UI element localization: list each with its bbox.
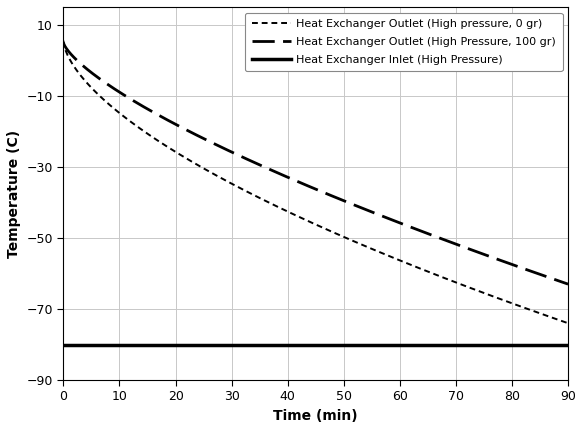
Heat Exchanger Outlet (High Pressure, 100 gr) — [111, 86, 118, 92]
Heat Exchanger Outlet (High Pressure, 100 gr) — [462, 245, 469, 250]
Heat Exchanger Inlet (High Pressure) — [462, 342, 469, 347]
Heat Exchanger Inlet (High Pressure) — [264, 342, 271, 347]
Line: Heat Exchanger Outlet (High Pressure, 100 gr): Heat Exchanger Outlet (High Pressure, 10… — [64, 43, 568, 284]
Heat Exchanger Outlet (High pressure, 0 gr) — [462, 284, 469, 289]
Heat Exchanger Outlet (High pressure, 0 gr) — [564, 321, 571, 326]
X-axis label: Time (min): Time (min) — [273, 409, 358, 423]
Heat Exchanger Inlet (High Pressure) — [564, 342, 571, 347]
Heat Exchanger Outlet (High Pressure, 100 gr) — [454, 242, 461, 247]
Heat Exchanger Inlet (High Pressure) — [406, 342, 413, 347]
Heat Exchanger Inlet (High Pressure) — [454, 342, 461, 347]
Y-axis label: Temperature (C): Temperature (C) — [7, 129, 21, 258]
Heat Exchanger Inlet (High Pressure) — [111, 342, 118, 347]
Heat Exchanger Outlet (High pressure, 0 gr) — [264, 199, 271, 204]
Heat Exchanger Outlet (High Pressure, 100 gr) — [406, 224, 413, 230]
Heat Exchanger Outlet (High Pressure, 100 gr) — [564, 282, 571, 287]
Legend: Heat Exchanger Outlet (High pressure, 0 gr), Heat Exchanger Outlet (High Pressur: Heat Exchanger Outlet (High pressure, 0 … — [245, 12, 563, 71]
Heat Exchanger Outlet (High pressure, 0 gr) — [454, 280, 461, 286]
Heat Exchanger Outlet (High Pressure, 100 gr) — [60, 40, 67, 45]
Heat Exchanger Outlet (High Pressure, 100 gr) — [282, 174, 289, 179]
Heat Exchanger Inlet (High Pressure) — [60, 342, 67, 347]
Heat Exchanger Outlet (High pressure, 0 gr) — [111, 107, 118, 112]
Heat Exchanger Outlet (High pressure, 0 gr) — [282, 208, 289, 213]
Heat Exchanger Inlet (High Pressure) — [282, 342, 289, 347]
Line: Heat Exchanger Outlet (High pressure, 0 gr): Heat Exchanger Outlet (High pressure, 0 … — [64, 41, 568, 323]
Heat Exchanger Outlet (High pressure, 0 gr) — [60, 38, 67, 43]
Heat Exchanger Outlet (High pressure, 0 gr) — [406, 262, 413, 267]
Heat Exchanger Outlet (High Pressure, 100 gr) — [264, 166, 271, 171]
